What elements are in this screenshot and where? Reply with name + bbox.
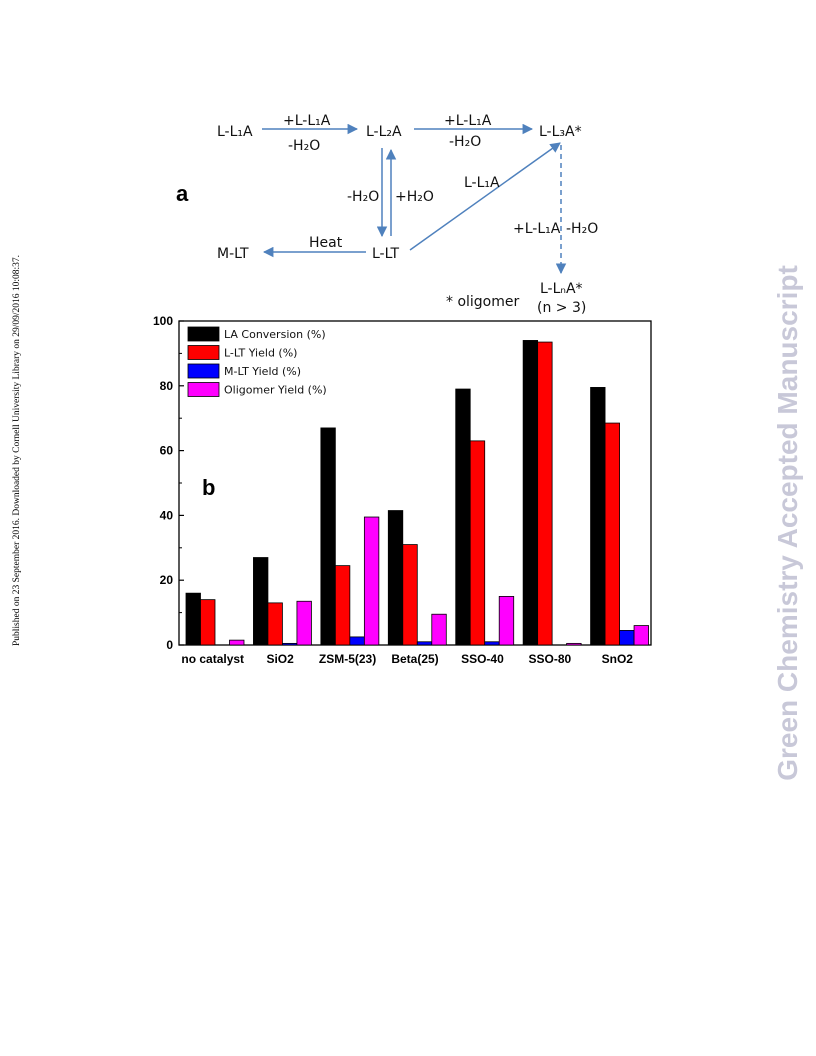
bar — [416, 641, 433, 646]
bar — [229, 639, 245, 646]
arrow-diagonal — [409, 142, 561, 251]
y-tick-label: 100 — [153, 314, 173, 328]
scheme-panel-label: a — [176, 181, 189, 206]
y-tick-label: 40 — [160, 508, 174, 522]
chart-panel-label: b — [202, 475, 215, 500]
bar — [484, 641, 500, 646]
label-diagonal: L-L₁A — [464, 175, 500, 191]
bar — [200, 599, 216, 646]
x-tick-label: SSO-80 — [529, 652, 572, 666]
x-tick-label: SSO-40 — [461, 652, 504, 666]
node-l-l3a: L-L₃A* — [539, 124, 582, 140]
bar — [633, 625, 649, 646]
bar — [267, 602, 283, 646]
legend-swatch — [187, 345, 220, 360]
label-oligo-right: -H₂O — [566, 221, 598, 237]
bar — [363, 516, 380, 646]
y-tick-label: 60 — [160, 444, 174, 458]
node-l-l2a: L-L₂A — [366, 124, 402, 140]
bar — [185, 592, 201, 646]
x-tick-label: no catalyst — [181, 652, 244, 666]
legend-label: M-LT Yield (%) — [224, 365, 301, 378]
bar — [619, 630, 635, 646]
label-oligo-left: +L-L₁A — [513, 221, 561, 237]
bar — [296, 600, 312, 646]
node-l-lt: L-LT — [372, 246, 399, 262]
y-tick-label: 20 — [160, 573, 174, 587]
x-tick-label: Beta(25) — [391, 652, 438, 666]
bar — [522, 340, 539, 646]
bar — [566, 642, 582, 646]
node-m-lt: M-LT — [217, 246, 249, 262]
bar — [334, 565, 351, 646]
bar — [604, 422, 620, 646]
node-l-l1a: L-L₁A — [217, 124, 253, 140]
x-tick-label: SiO2 — [266, 652, 294, 666]
legend-swatch — [187, 363, 220, 379]
label-hydrolysis-right: +H₂O — [395, 189, 434, 205]
bar — [387, 510, 404, 646]
bar — [253, 557, 269, 646]
label-step1-bottom: -H₂O — [288, 138, 320, 154]
y-tick-label: 0 — [166, 638, 173, 652]
reaction-scheme: a L-L₁A L-L₂A L-L₃A* M-LT L-LT L-LₙA* (n… — [176, 113, 598, 316]
legend-label: LA Conversion (%) — [224, 328, 326, 341]
legend-swatch — [187, 382, 220, 397]
node-n-gt-3: (n > 3) — [537, 300, 586, 316]
bar — [282, 642, 298, 646]
bar — [498, 596, 515, 646]
legend-label: L-LT Yield (%) — [224, 347, 297, 360]
label-heat: Heat — [309, 235, 343, 251]
label-step2-bottom: -H₂O — [449, 134, 481, 150]
bar — [469, 440, 486, 646]
legend-label: Oligomer Yield (%) — [224, 384, 327, 397]
node-l-lna: L-LₙA* — [540, 281, 583, 297]
label-step1-top: +L-L₁A — [283, 113, 331, 129]
bar — [320, 427, 336, 646]
bar — [590, 387, 606, 646]
y-tick-label: 80 — [160, 379, 174, 393]
bar — [402, 544, 418, 646]
label-hydrolysis-left: -H₂O — [347, 189, 379, 205]
bar — [537, 341, 553, 646]
bar — [455, 388, 471, 646]
x-tick-label: SnO2 — [602, 652, 634, 666]
x-tick-label: ZSM-5(23) — [319, 652, 376, 666]
bar — [431, 613, 447, 646]
label-footnote: * oligomer — [446, 294, 519, 310]
label-step2-top: +L-L₁A — [444, 113, 492, 129]
legend-swatch — [187, 326, 220, 342]
bar — [349, 636, 365, 646]
